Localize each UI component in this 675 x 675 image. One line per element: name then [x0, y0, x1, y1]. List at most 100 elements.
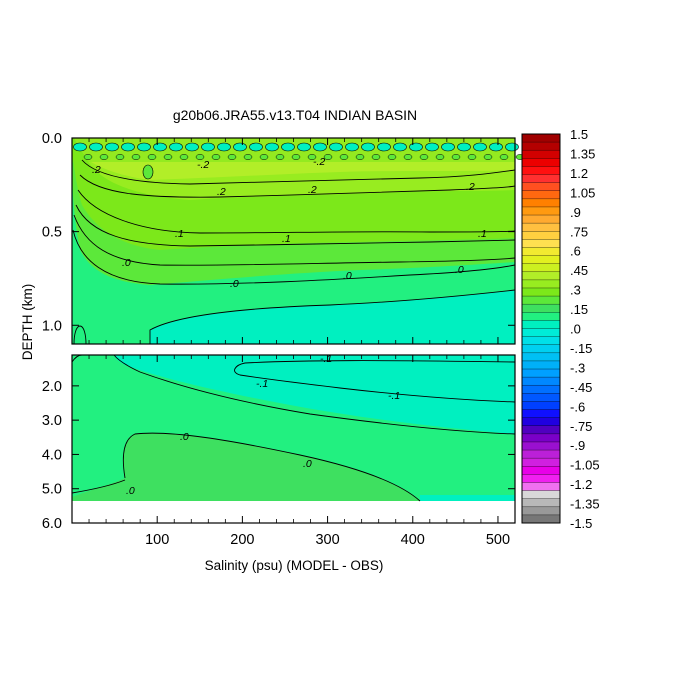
surface-cell: [467, 154, 477, 160]
surface-cell: [147, 154, 157, 160]
surface-cell: [243, 154, 253, 160]
surface-cell: [409, 142, 423, 152]
colorbar-label: .0: [570, 322, 581, 337]
y-tick-label: 2.0: [42, 379, 62, 395]
lower-green-region: [72, 433, 420, 501]
y-tick-label: 0.0: [42, 131, 62, 147]
surface-cell: [195, 154, 205, 160]
upper-contours: [72, 159, 516, 345]
surface-cell: [179, 154, 189, 160]
colorbar-swatch: [522, 134, 560, 143]
surface-cell: [355, 154, 365, 160]
surface-cell: [505, 142, 519, 152]
contour-label: -.2: [197, 159, 209, 171]
colorbar-label: .3: [570, 283, 581, 298]
lower-cyan-region: [72, 355, 515, 434]
contour-label: .0: [180, 431, 189, 443]
colorbar-swatch: [522, 287, 560, 297]
colorbar-swatch: [522, 206, 560, 216]
surface-cell: [227, 154, 237, 160]
colorbar-swatch: [522, 312, 560, 321]
colorbar-swatch: [522, 409, 560, 418]
colorbar-swatch: [522, 425, 560, 435]
surface-cell: [387, 154, 397, 160]
colorbar-swatch: [522, 296, 560, 305]
colorbar-label: -.9: [570, 438, 585, 453]
surface-cell: [371, 154, 381, 160]
surface-cell: [163, 154, 173, 160]
colorbar: 1.5 1.35 1.2 1.05 .9 .75 .6 .45 .3 .15 .0 -.15 -.3 -.…: [521, 127, 600, 531]
colorbar-swatch: [522, 352, 560, 362]
contour-label: .2: [92, 164, 101, 176]
contour-label: .0: [455, 264, 464, 276]
colorbar-label: .75: [570, 224, 588, 239]
colorbar-label: .9: [570, 205, 581, 220]
contour-line: [79, 174, 516, 198]
surface-cell: [131, 154, 141, 160]
colorbar-label: -.3: [570, 360, 585, 375]
colorbar-label: .6: [570, 244, 581, 259]
contour-label: .0: [126, 485, 135, 497]
surface-cell: [377, 142, 391, 152]
surface-cell: [115, 154, 125, 160]
colorbar-swatch: [522, 182, 560, 192]
colorbar-swatch: [522, 190, 560, 200]
colorbar-swatch: [522, 385, 560, 394]
colorbar-label: -1.5: [570, 516, 592, 531]
colorbar-swatch: [522, 474, 560, 483]
contour-label: .2: [217, 186, 226, 198]
colorbar-swatch: [522, 215, 560, 224]
colorbar-swatch: [522, 466, 560, 475]
surface-cell: [441, 142, 455, 152]
colorbar-swatch: [522, 458, 560, 467]
colorbar-swatch: [522, 263, 560, 273]
surface-cell: [211, 154, 221, 160]
surface-cell: [323, 154, 333, 160]
surface-cell: [169, 142, 183, 152]
contour-line: [71, 479, 126, 494]
surface-cell: [329, 142, 343, 152]
surface-cell: [137, 142, 151, 152]
colorbar-swatch: [522, 401, 560, 410]
colorbar-frame: [521, 133, 561, 524]
colorbar-label: -.6: [570, 399, 585, 414]
colorbar-swatch: [522, 142, 560, 151]
colorbar-swatch: [522, 441, 560, 451]
colorbar-swatch: [522, 490, 560, 499]
colorbar-swatch: [522, 223, 560, 232]
surface-cell: [259, 154, 269, 160]
colorbar-swatch: [522, 279, 560, 289]
colorbar-swatch: [522, 393, 560, 402]
surface-cell: [403, 154, 413, 160]
surface-cell: [451, 154, 461, 160]
y-tick-label: 6.0: [42, 516, 62, 532]
surface-cell: [457, 142, 471, 152]
upper-panel: .2 .2 .2 .2 -.2 -.2 .1 .1 .1 .0 .0 .0 .0: [71, 137, 525, 345]
colorbar-swatch: [522, 506, 560, 516]
surface-cell: [419, 154, 429, 160]
colorbar-swatch: [522, 166, 560, 175]
surface-cell: [297, 142, 311, 152]
colorbar-swatch: [522, 271, 560, 281]
contour-label: -.1: [388, 390, 400, 402]
contour-label: .1: [478, 228, 487, 240]
surface-cell: [307, 154, 317, 160]
surface-cell: [345, 142, 359, 152]
surface-cell: [73, 142, 87, 152]
y-tick-label: 1.0: [42, 318, 62, 334]
contour-label: .2: [466, 181, 475, 193]
contour-line: [72, 229, 516, 285]
surface-cell: [233, 142, 247, 152]
contour-line: [149, 289, 516, 344]
surface-cell: [89, 142, 103, 152]
contour-label: .0: [230, 278, 239, 290]
contour-label: .2: [308, 184, 317, 196]
surface-cell: [361, 142, 375, 152]
upper-cyan-region: [150, 290, 515, 344]
surface-cell: [483, 154, 493, 160]
colorbar-label: -.75: [570, 419, 592, 434]
colorbar-label: 1.05: [570, 185, 595, 200]
contour-label: .1: [175, 228, 184, 240]
contour-label: .0: [303, 458, 312, 470]
